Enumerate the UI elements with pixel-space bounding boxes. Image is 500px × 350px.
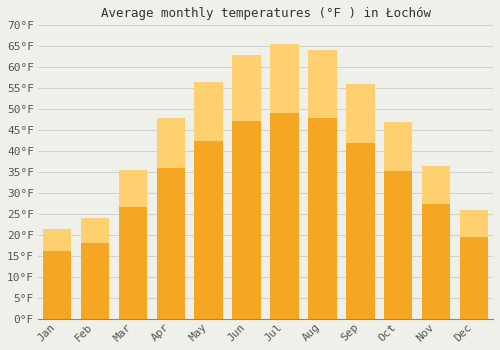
- Bar: [232, 55, 261, 121]
- Bar: [460, 210, 488, 237]
- Bar: [346, 84, 374, 143]
- Bar: [194, 82, 223, 141]
- Bar: [308, 50, 336, 319]
- Bar: [270, 44, 299, 113]
- Bar: [422, 166, 450, 204]
- Bar: [81, 218, 109, 243]
- Bar: [308, 50, 336, 118]
- Bar: [384, 122, 412, 319]
- Bar: [422, 166, 450, 319]
- Bar: [346, 84, 374, 319]
- Bar: [156, 118, 185, 319]
- Title: Average monthly temperatures (°F ) in Łochów: Average monthly temperatures (°F ) in Ło…: [100, 7, 430, 20]
- Bar: [43, 229, 72, 319]
- Bar: [81, 218, 109, 319]
- Bar: [43, 229, 72, 251]
- Bar: [194, 82, 223, 319]
- Bar: [118, 170, 147, 319]
- Bar: [118, 170, 147, 207]
- Bar: [270, 44, 299, 319]
- Bar: [460, 210, 488, 319]
- Bar: [156, 118, 185, 168]
- Bar: [384, 122, 412, 171]
- Bar: [232, 55, 261, 319]
